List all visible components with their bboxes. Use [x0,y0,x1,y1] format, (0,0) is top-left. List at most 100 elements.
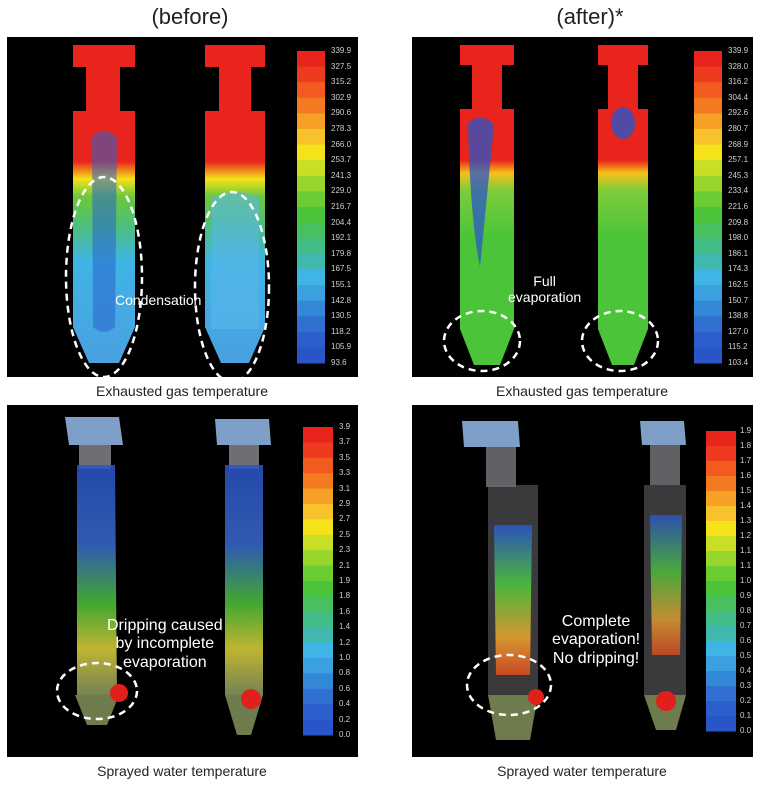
colorbar-tick-label: 2.1 [339,560,351,570]
colorbar-tick-label: 3.5 [339,452,351,462]
colorbar-swatch [706,596,736,612]
annotation-line: No dripping! [552,649,640,667]
colorbar-swatch [303,534,333,551]
colorbar-swatch [297,253,325,270]
colorbar-tick-label: 0.3 [740,681,752,690]
colorbar-tick-label: 93.6 [331,358,347,367]
water-temp-after-figure [462,421,736,740]
tower-left [460,45,514,365]
colorbar-tick-label: 127.0 [728,326,749,336]
annotation-line: evaporation [508,289,582,306]
colorbar-tick-label: 179.8 [331,248,352,258]
colorbar-swatch [297,269,325,286]
colorbar-swatch [303,673,333,690]
colorbar-swatch [706,431,736,447]
colorbar-swatch [694,253,722,270]
colorbar-swatch [297,347,325,364]
colorbar-swatch [706,461,736,477]
colorbar-tick-label: 3.7 [339,437,351,447]
colorbar-swatch [706,446,736,462]
colorbar-swatch [694,316,722,333]
colorbar-swatch [694,300,722,317]
colorbar-tick-label: 209.8 [728,217,749,227]
annotation-condensation: Condensation [115,292,202,308]
annotation-line: Full [533,273,556,289]
colorbar-tick-label: 2.3 [339,545,351,555]
colorbar-swatch [297,129,325,146]
colorbar-swatch [297,144,325,161]
colorbar-tick-label: 339.9 [728,46,749,55]
colorbar-swatch [694,222,722,239]
colorbar-swatch [694,66,722,83]
colorbar-swatch [706,686,736,702]
annotation-line: evaporation [123,653,207,671]
condensation-ring-right [193,190,271,377]
colorbar-tick-label: 155.1 [331,280,352,289]
gas-temp-before-figure [64,45,325,377]
colorbar-swatch [303,596,333,613]
colorbar-swatch [706,716,736,732]
annotation-line: evaporation! [552,631,641,649]
colorbar-tick-label: 1.4 [339,622,351,632]
annotation-dripping: Dripping caused by incomplete evaporatio… [107,617,223,672]
colorbar-tick-label: 216.7 [331,202,352,211]
colorbar-tick-label: 0.2 [740,696,752,705]
colorbar-tick-label: 292.6 [728,108,749,118]
colorbar-tick-label: 1.5 [740,486,752,495]
tower-right [215,419,271,735]
colorbar-swatch [303,704,333,721]
water-temp-before-figure [55,417,333,736]
colorbar-tick-label: 268.9 [728,139,749,149]
colorbar-tick-label: 204.4 [331,217,352,227]
colorbar-tick-label: 3.3 [339,468,351,478]
colorbar-swatch [706,656,736,672]
colorbar-swatch [297,207,325,224]
colorbar-tick-label: 253.7 [331,155,352,165]
colorbar-swatch [694,51,722,68]
colorbar-swatch [706,626,736,642]
colorbar-swatch [303,658,333,674]
colorbar-swatch [297,66,325,83]
colorbar-swatch [706,506,736,522]
evaporation-ring-right [580,309,660,373]
colorbar-tick-label: 198.0 [728,233,749,243]
colorbar-tick-label: 316.2 [728,77,749,87]
colorbar-tick-label: 1.1 [740,561,752,570]
colorbar-swatch [297,331,325,348]
colorbar-swatch [297,316,325,333]
colorbar-swatch [706,536,736,552]
annotation-line: Complete [561,613,631,630]
colorbar-tick-label: 241.3 [331,170,352,180]
colorbar-swatch [303,427,333,443]
colorbar-tick-label: 1.0 [339,653,351,662]
colorbar-tick-label: 118.2 [331,326,351,336]
colorbar-swatch [297,300,325,317]
gas-temp-after-figure [442,45,722,373]
colorbar-swatch [706,566,736,582]
annotation-line: by incomplete [115,635,215,653]
tower-right [598,45,648,365]
colorbar-tick-label: 2.9 [339,499,351,508]
colorbar-tick-label: 1.9 [740,426,752,435]
colorbar-swatch [694,160,722,177]
colorbar-swatch [303,565,333,582]
caption-water-after: Sprayed water temperature [497,763,667,779]
colorbar-tick-label: 304.4 [728,92,749,102]
colorbar-swatch [694,113,722,130]
colorbar-tick-label: 257.1 [728,155,749,165]
colorbar-swatch [694,144,722,161]
colorbar-gas-after [694,51,722,364]
colorbar-tick-label: 103.4 [728,358,749,367]
colorbar-swatch [297,175,325,192]
colorbar-swatch [694,331,722,348]
colorbar-swatch [303,442,333,459]
colorbar-tick-label: 0.2 [339,714,351,724]
colorbar-tick-label: 1.2 [740,531,752,540]
condensation-ring-left [64,175,144,377]
colorbar-tick-label: 1.0 [740,576,752,585]
colorbar-swatch [303,719,333,736]
panel-water-temp-after: Complete evaporation! No dripping! 1.9 1.… [412,405,753,757]
colorbar-swatch [694,191,722,208]
colorbar-swatch [694,129,722,146]
colorbar-swatch [297,191,325,208]
